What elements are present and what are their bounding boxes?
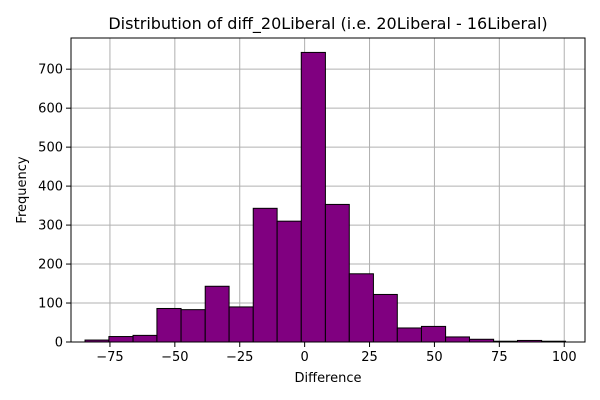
x-tick-label: 25 <box>361 350 378 365</box>
histogram-bar <box>348 273 374 343</box>
x-tick-label: −25 <box>226 350 253 365</box>
y-tick-label: 0 <box>55 336 63 351</box>
histogram-bar <box>180 309 206 343</box>
x-tick-label: 50 <box>426 350 443 365</box>
histogram-bar <box>445 336 470 343</box>
histogram-bar <box>396 327 422 343</box>
bars-layer <box>84 51 567 343</box>
histogram-bar <box>228 306 254 343</box>
histogram-bar <box>132 334 158 343</box>
histogram-bar <box>372 293 398 343</box>
y-tick-label: 100 <box>38 297 63 312</box>
y-axis-label: Frequency <box>15 156 30 223</box>
plot-frame <box>70 37 586 343</box>
x-axis-label: Difference <box>294 371 361 386</box>
chart-title: Distribution of diff_20Liberal (i.e. 20L… <box>108 14 547 34</box>
y-tick-label: 400 <box>38 180 63 195</box>
histogram-bar <box>276 220 302 343</box>
y-tick-label: 700 <box>38 63 63 78</box>
histogram-bar <box>204 285 230 343</box>
histogram-bar <box>324 203 350 343</box>
y-tick-label: 600 <box>38 102 63 117</box>
x-tick-label: 75 <box>491 350 508 365</box>
x-tick-label: 100 <box>552 350 577 365</box>
histogram-bar <box>420 325 447 343</box>
y-tick-label: 500 <box>38 141 63 156</box>
ticks-layer: −75 −50 −25 0 25 50 75 100 0 100 200 300 400 500 600 70… <box>38 63 576 365</box>
histogram-bar <box>108 336 134 343</box>
histogram-bar <box>252 207 278 343</box>
x-tick-label: −50 <box>161 350 188 365</box>
x-tick-label: −75 <box>96 350 123 365</box>
y-tick-label: 200 <box>38 258 63 273</box>
y-tick-label: 300 <box>38 219 63 234</box>
histogram-bar <box>300 51 326 343</box>
histogram-bar <box>156 307 182 343</box>
x-tick-label: 0 <box>300 350 308 365</box>
